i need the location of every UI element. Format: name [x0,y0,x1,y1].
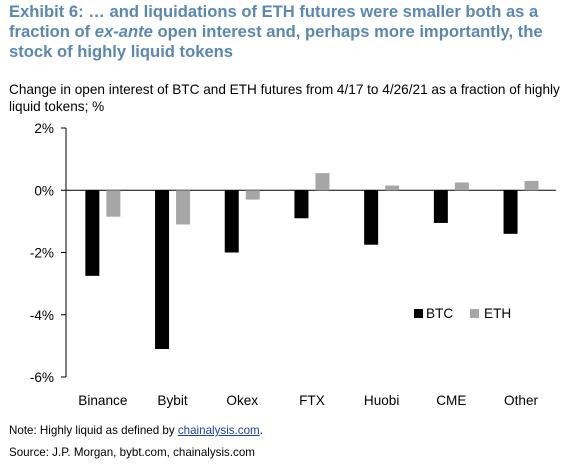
bar-eth [454,182,469,191]
x-tick-label: Okex [226,393,258,408]
bar-btc [224,190,239,253]
bar-eth [106,190,121,217]
y-tick-label: -4% [30,308,54,323]
x-tick-label: Bybit [157,393,187,408]
x-tick-label: FTX [299,393,325,408]
chart-subtitle: Change in open interest of BTC and ETH f… [9,82,560,114]
y-tick-label: -6% [30,370,54,385]
bar-btc [364,190,379,245]
footnote: Note: Highly liquid as defined by chaina… [9,424,263,437]
source-note: Source: J.P. Morgan, bybt.com, chainalys… [9,446,255,459]
bar-btc [433,190,448,223]
y-tick-label: 0% [34,183,54,198]
bar-eth [385,185,400,191]
y-tick-label: -2% [30,246,54,261]
legend-swatch-btc [414,309,423,318]
x-tick-label: Huobi [364,393,400,408]
x-tick-label: Other [504,393,538,408]
legend-label-eth: ETH [484,306,511,321]
bar-eth [176,190,191,225]
bar-btc [294,190,309,219]
bar-btc [503,190,518,234]
y-tick-label: 2% [34,121,54,136]
bar-eth [315,173,330,191]
x-tick-label: CME [436,393,466,408]
bar-eth [524,180,539,191]
bar-btc [155,190,170,349]
legend-swatch-eth [470,309,479,318]
chart-title: Exhibit 6: … and liquidations of ETH fut… [9,2,543,61]
x-tick-label: Binance [78,393,127,408]
legend-label-btc: BTC [426,306,453,321]
bar-chart: 2% 0% -2% -4% -6% Binance Bybit Okex FTX Huobi CME… [30,121,556,408]
bar-btc [85,190,100,276]
bar-eth [245,190,260,200]
chainalysis-link[interactable]: chainalysis.com [177,424,260,437]
